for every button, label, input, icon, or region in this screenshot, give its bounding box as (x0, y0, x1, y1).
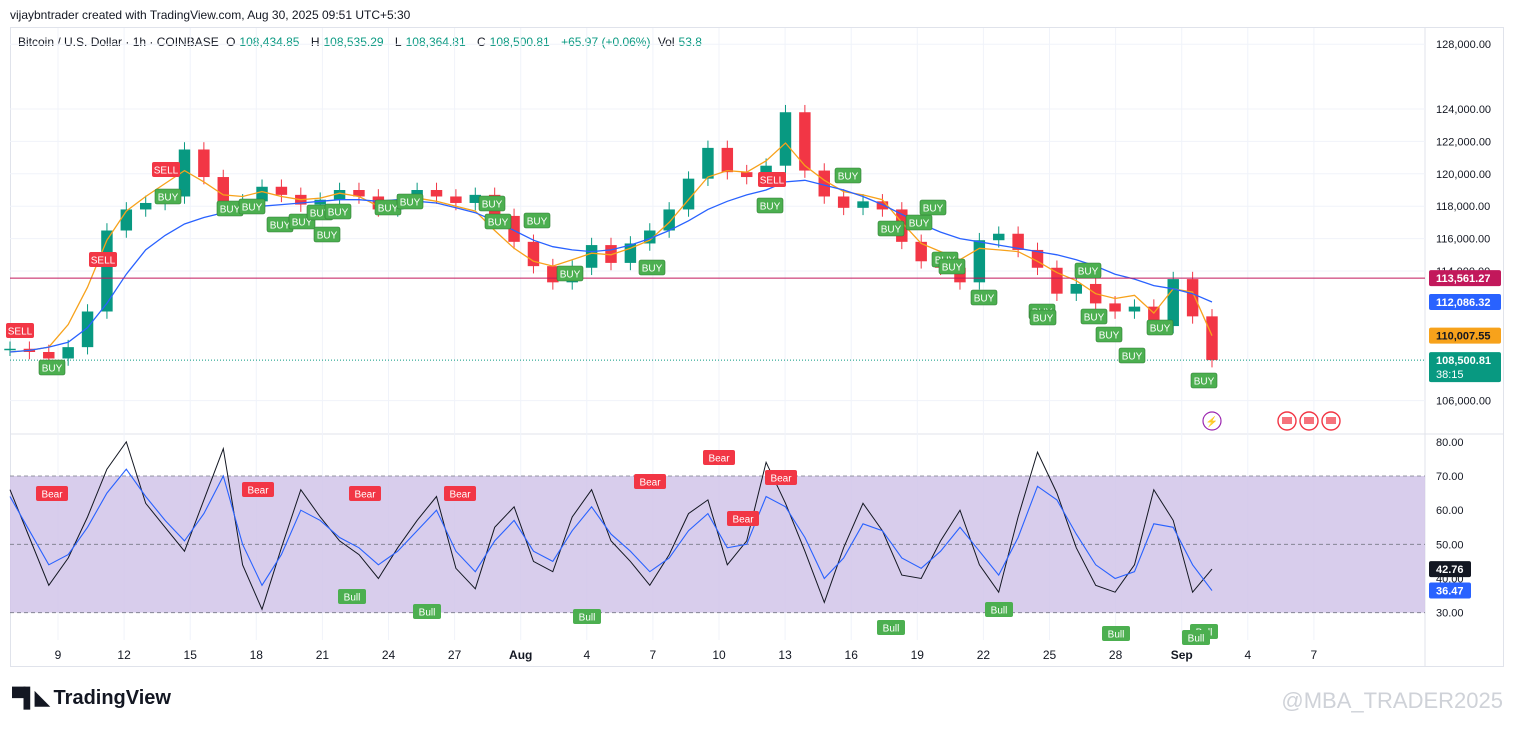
brand-name: TradingView (53, 687, 171, 709)
open-label: O (226, 35, 236, 49)
high-value: 108,535.29 (323, 35, 384, 49)
watermark: @MBA_TRADER2025 (1281, 688, 1503, 713)
open-value: 108,434.85 (239, 35, 300, 49)
tradingview-logo-icon: ▀▌◣ (12, 688, 50, 709)
chart-credit: vijaybntrader created with TradingView.c… (10, 8, 411, 22)
change-value: +65.97 (+0.06%) (561, 35, 651, 49)
high-label: H (310, 35, 320, 49)
symbol-name[interactable]: Bitcoin / U.S. Dollar · 1h · COINBASE (18, 35, 219, 49)
close-value: 108,500.81 (489, 35, 550, 49)
close-label: C (477, 35, 486, 49)
chart-frame (10, 27, 1504, 667)
volume-value: 53.8 (678, 35, 702, 49)
volume-label: Vol (657, 35, 675, 49)
low-value: 108,364.81 (405, 35, 466, 49)
tradingview-brand[interactable]: ▀▌◣ TradingView (12, 687, 171, 710)
low-label: L (394, 35, 402, 49)
